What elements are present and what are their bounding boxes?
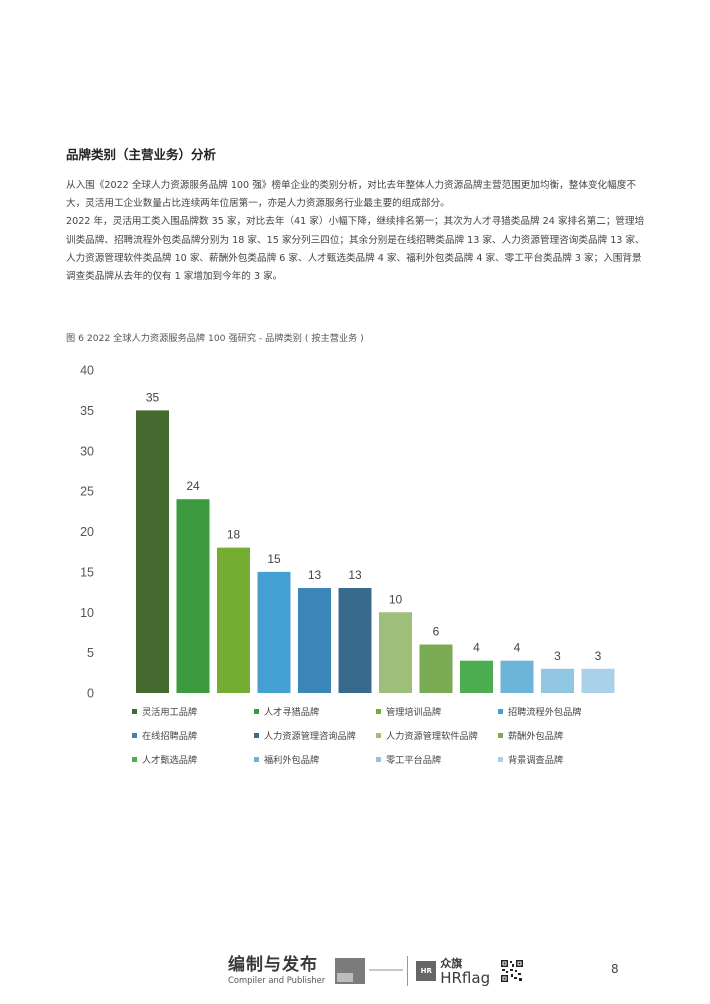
y-tick-label: 15 — [80, 565, 94, 579]
qr-code-icon — [500, 959, 525, 983]
legend-swatch — [498, 756, 503, 762]
legend-item: 人力资源管理软件品牌 — [376, 728, 498, 742]
legend-swatch — [376, 732, 381, 738]
bar — [136, 410, 169, 693]
y-tick-label: 5 — [87, 646, 94, 660]
bar-chart: 0 5 10 15 20 25 30 35 40 35 24 18 15 13 13 10 6 4 4 3 3 — [80, 364, 615, 701]
legend-label: 灵活用工品牌 — [142, 707, 198, 718]
legend-swatch — [498, 732, 503, 738]
legend-item: 灵活用工品牌 — [132, 704, 254, 718]
bar-value-label: 18 — [227, 528, 241, 542]
bar — [581, 668, 615, 693]
bar — [338, 588, 372, 693]
paragraph-2: 2022 年，灵活用工类入围品牌数 35 家，对比去年（41 家）小幅下降，继续… — [66, 216, 645, 283]
legend-label: 人才寻猎品牌 — [264, 707, 320, 718]
bar — [217, 547, 250, 693]
publisher-logo-icon — [335, 958, 366, 984]
legend-label: 管理培训品牌 — [386, 707, 442, 718]
bar-value-label: 15 — [267, 552, 281, 566]
legend-label: 在线招聘品牌 — [142, 731, 198, 742]
legend-item: 福利外包品牌 — [254, 752, 376, 766]
bar-value-label: 6 — [433, 625, 440, 639]
figure-caption: 图 6 2022 全球人力资源服务品牌 100 强研究 - 品牌类别 ( 按主营… — [66, 333, 364, 344]
y-tick-label: 10 — [80, 606, 94, 620]
legend-swatch — [254, 708, 259, 714]
legend-label: 人才甄选品牌 — [142, 755, 198, 766]
legend-item: 人力资源管理咨询品牌 — [254, 728, 376, 742]
hr-badge-logo: HR — [416, 961, 437, 981]
hrflag-label-cn: 众旗 — [440, 956, 463, 970]
compiler-label-cn: 编制与发布 — [228, 955, 318, 975]
legend-swatch — [498, 708, 503, 714]
bar-value-label: 35 — [146, 390, 160, 404]
bar-value-label: 13 — [308, 568, 322, 582]
footer-divider — [407, 956, 409, 986]
bar-value-label: 24 — [186, 479, 200, 493]
y-tick-label: 0 — [87, 687, 94, 701]
legend-item: 背景调查品牌 — [498, 752, 628, 766]
compiler-block: 编制与发布 Compiler and Publisher — [228, 956, 325, 986]
y-tick-label: 20 — [80, 525, 94, 539]
legend-item: 招聘流程外包品牌 — [498, 704, 628, 718]
hrflag-label-en: HRflag — [440, 968, 491, 987]
legend-label: 薪酬外包品牌 — [508, 731, 564, 742]
bar — [500, 660, 534, 693]
legend-label: 背景调查品牌 — [508, 755, 564, 766]
bar — [257, 571, 291, 693]
legend-swatch — [376, 708, 381, 714]
legend-label: 福利外包品牌 — [264, 755, 320, 766]
y-tick-label: 40 — [80, 364, 94, 378]
bar — [176, 499, 210, 693]
bar — [419, 644, 453, 693]
legend-item: 人才寻猎品牌 — [254, 704, 376, 718]
legend-label: 招聘流程外包品牌 — [508, 707, 582, 718]
bar — [541, 668, 574, 693]
legend-item: 管理培训品牌 — [376, 704, 498, 718]
bar-value-label: 3 — [554, 649, 561, 663]
y-tick-label: 35 — [80, 404, 94, 418]
page-number: 8 — [611, 962, 619, 976]
legend-item: 在线招聘品牌 — [132, 728, 254, 742]
bar-value-label: 4 — [514, 641, 521, 655]
compiler-label-en: Compiler and Publisher — [228, 975, 326, 985]
bar-value-label: 3 — [595, 649, 602, 663]
hrflag-logo: 众旗 HRflag — [440, 957, 490, 986]
body-text: 从入围《2022 全球人力资源服务品牌 100 强》榜单企业的类别分析，对比去年… — [66, 177, 646, 286]
bar — [460, 660, 493, 693]
paragraph-1: 从入围《2022 全球人力资源服务品牌 100 强》榜单企业的类别分析，对比去年… — [66, 180, 636, 210]
bar — [298, 588, 331, 693]
section-title: 品牌类别（主营业务）分析 — [66, 147, 217, 162]
legend-swatch — [132, 732, 137, 738]
footer: 编制与发布 Compiler and Publisher HR 众旗 HRfla… — [228, 953, 525, 989]
y-tick-label: 25 — [80, 485, 94, 499]
legend-swatch — [132, 756, 137, 762]
legend-label: 零工平台品牌 — [386, 755, 442, 766]
legend-swatch — [254, 732, 259, 738]
legend-item: 薪酬外包品牌 — [498, 728, 628, 742]
bar-value-label: 13 — [348, 568, 362, 582]
bar-value-label: 10 — [389, 592, 403, 606]
legend-label: 人力资源管理软件品牌 — [386, 731, 478, 742]
publisher-logo-caption — [369, 968, 404, 975]
legend-swatch — [254, 756, 259, 762]
bar — [379, 612, 412, 693]
legend-swatch — [376, 756, 381, 762]
legend-label: 人力资源管理咨询品牌 — [264, 731, 356, 742]
bar-value-label: 4 — [473, 641, 480, 655]
legend-item: 零工平台品牌 — [376, 752, 498, 766]
legend-swatch — [132, 708, 137, 714]
chart-legend: 灵活用工品牌 人才寻猎品牌 管理培训品牌 招聘流程外包品牌在线招聘品牌 人力资源管理咨询… — [132, 704, 632, 766]
y-tick-label: 30 — [80, 444, 94, 458]
legend-item: 人才甄选品牌 — [132, 752, 254, 766]
